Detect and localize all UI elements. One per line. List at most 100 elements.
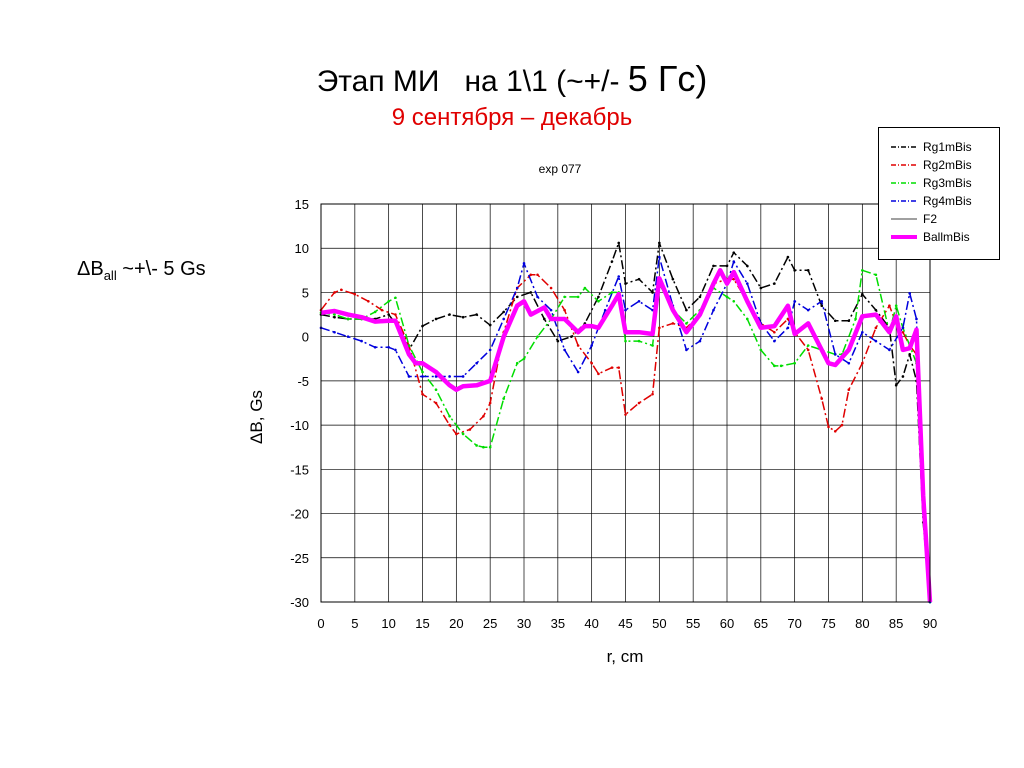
data-point-Rg1mBis xyxy=(671,277,675,281)
data-point-Rg3mBis xyxy=(773,364,776,368)
side-note-delta: ΔB xyxy=(77,258,104,280)
data-point-Rg3mBis xyxy=(583,286,587,290)
data-point-Rg3mBis xyxy=(333,313,336,316)
data-point-Rg4mBis xyxy=(394,348,397,352)
data-point-Rg2mBis xyxy=(536,273,539,277)
legend-label: Rg3mBis xyxy=(923,176,972,190)
data-point-Rg4mBis xyxy=(698,339,702,343)
y-axis-label: ΔB, Gs xyxy=(247,390,266,444)
data-point-Rg3mBis xyxy=(874,273,878,277)
data-point-Rg1mBis xyxy=(746,264,749,268)
data-point-Rg4mBis xyxy=(658,255,661,259)
data-point-Rg4mBis xyxy=(502,317,506,321)
data-point-Rg2mBis xyxy=(563,308,566,312)
data-point-Rg1mBis xyxy=(515,295,519,299)
data-point-Rg1mBis xyxy=(806,269,810,272)
data-point-Rg4mBis xyxy=(373,345,377,349)
y-tick-label: 5 xyxy=(302,285,309,300)
data-point-Rg1mBis xyxy=(488,323,492,327)
legend-item: Rg1mBis xyxy=(889,139,972,155)
data-point-Rg2mBis xyxy=(590,361,593,365)
data-point-Rg4mBis xyxy=(590,344,593,347)
data-point-Rg2mBis xyxy=(353,292,357,296)
chart-grid xyxy=(320,203,931,603)
series-layer xyxy=(319,241,933,604)
legend-label: BallmBis xyxy=(923,230,970,244)
data-point-Rg3mBis xyxy=(624,339,627,343)
data-point-Rg3mBis xyxy=(448,414,451,418)
data-point-Rg1mBis xyxy=(461,315,465,319)
data-point-Rg2mBis xyxy=(468,428,472,431)
data-point-Rg4mBis xyxy=(434,375,438,378)
data-point-Rg4mBis xyxy=(448,375,451,378)
data-point-Rg1mBis xyxy=(421,324,424,328)
data-point-Rg4mBis xyxy=(732,260,736,263)
data-point-Rg2mBis xyxy=(820,397,824,400)
data-point-Rg4mBis xyxy=(522,261,526,265)
data-point-Rg3mBis xyxy=(894,304,898,308)
data-point-Rg4mBis xyxy=(563,348,566,352)
data-point-Rg1mBis xyxy=(502,310,506,314)
data-point-Rg4mBis xyxy=(407,375,411,378)
data-point-Rg3mBis xyxy=(563,295,566,299)
data-point-Rg4mBis xyxy=(475,361,478,365)
data-point-Rg3mBis xyxy=(746,317,749,321)
data-point-Rg3mBis xyxy=(610,291,614,294)
series-line-Rg2mBis xyxy=(320,274,931,598)
series-line-Rg4mBis xyxy=(320,256,931,603)
data-point-Rg4mBis xyxy=(786,326,790,330)
data-point-Rg3mBis xyxy=(637,339,641,343)
slide-subtitle: 9 сентября – декабрь xyxy=(391,104,633,131)
data-point-Rg3mBis xyxy=(394,296,397,300)
x-tick-label: 70 xyxy=(787,616,801,631)
side-note-rest: ~+\- 5 Gs xyxy=(116,258,206,280)
data-point-Rg4mBis xyxy=(847,361,851,365)
data-point-Rg4mBis xyxy=(746,282,749,285)
x-tick-label: 15 xyxy=(415,616,429,631)
data-point-Rg4mBis xyxy=(488,348,492,352)
x-tick-label: 0 xyxy=(317,616,324,631)
data-point-Rg4mBis xyxy=(360,339,363,343)
data-point-Rg2mBis xyxy=(786,317,790,321)
legend-swatch xyxy=(891,235,917,239)
x-tick-label: 85 xyxy=(889,616,903,631)
data-point-Rg3mBis xyxy=(387,299,390,303)
data-point-Rg2mBis xyxy=(529,273,533,277)
data-point-Rg4mBis xyxy=(915,317,918,321)
data-point-Rg2mBis xyxy=(847,388,851,392)
x-tick-label: 55 xyxy=(686,616,700,631)
data-point-Rg3mBis xyxy=(515,361,519,365)
data-point-Rg2mBis xyxy=(840,423,844,427)
data-point-Rg4mBis xyxy=(515,286,519,290)
data-point-Rg1mBis xyxy=(786,255,790,259)
x-tick-label: 60 xyxy=(720,616,734,631)
data-point-Rg1mBis xyxy=(861,292,864,296)
data-point-Rg2mBis xyxy=(488,401,492,405)
data-point-Rg4mBis xyxy=(806,308,810,312)
data-point-Rg3mBis xyxy=(779,364,783,368)
plot-frame xyxy=(320,203,931,603)
slide-title: Этап МИ на 1\1 (~+/- 5 Гс) xyxy=(0,58,1024,100)
slide-title-main: Этап МИ на 1\1 (~+/- xyxy=(316,65,628,98)
slide-title-big: 5 Гс) xyxy=(627,58,708,99)
x-tick-label: 45 xyxy=(618,616,632,631)
data-point-Rg1mBis xyxy=(901,375,905,378)
data-point-Rg1mBis xyxy=(624,282,627,285)
data-point-Rg4mBis xyxy=(421,375,424,378)
legend-item: F2 xyxy=(889,211,937,227)
y-tick-label: -5 xyxy=(297,374,309,389)
legend-swatch xyxy=(891,200,917,202)
data-point-Rg4mBis xyxy=(346,335,350,338)
data-point-Rg3mBis xyxy=(732,299,736,303)
series-line-Rg1mBis xyxy=(320,242,931,603)
x-tick-label: 35 xyxy=(551,616,565,631)
data-point-Rg2mBis xyxy=(833,430,837,433)
data-point-Rg4mBis xyxy=(908,292,911,295)
data-point-Rg1mBis xyxy=(732,251,736,254)
y-tick-label: 15 xyxy=(295,197,309,212)
data-point-Rg3mBis xyxy=(488,445,492,449)
data-point-Rg1mBis xyxy=(712,264,715,268)
data-point-Rg2mBis xyxy=(773,330,776,334)
data-point-Rg1mBis xyxy=(820,304,824,308)
